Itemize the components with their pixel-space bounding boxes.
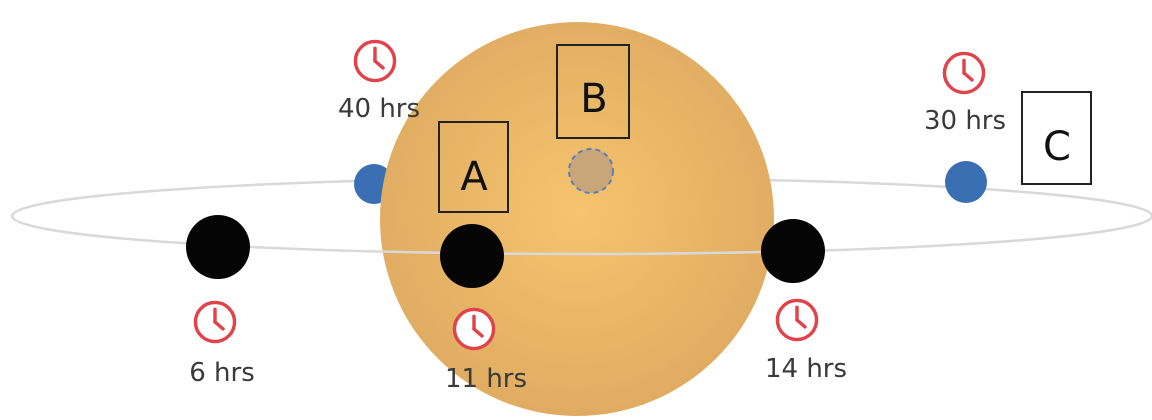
box-label-c: C bbox=[1043, 124, 1071, 170]
orbit-front bbox=[10, 215, 1152, 256]
time-label-30: 30 hrs bbox=[924, 106, 1006, 136]
box-label-a: A bbox=[460, 154, 488, 200]
planet-dark-left bbox=[186, 215, 250, 279]
box-c bbox=[1021, 91, 1092, 185]
clock-icon bbox=[353, 39, 397, 83]
time-label-40: 40 hrs bbox=[338, 94, 420, 124]
time-label-14: 14 hrs bbox=[765, 354, 847, 384]
star bbox=[380, 22, 774, 416]
clock-icon bbox=[942, 51, 986, 95]
clock-icon bbox=[452, 307, 496, 351]
box-b bbox=[556, 44, 630, 139]
planet-dark-transit bbox=[440, 224, 504, 288]
time-label-11: 11 hrs bbox=[445, 364, 527, 394]
planet-blue-right bbox=[945, 161, 987, 203]
clock-icon bbox=[193, 300, 237, 344]
clock-icon bbox=[775, 298, 819, 342]
time-label-6: 6 hrs bbox=[189, 358, 255, 388]
box-label-b: B bbox=[580, 76, 607, 122]
planet-dark-right bbox=[761, 219, 825, 283]
planet-shadow bbox=[568, 148, 614, 194]
box-a bbox=[438, 121, 509, 213]
